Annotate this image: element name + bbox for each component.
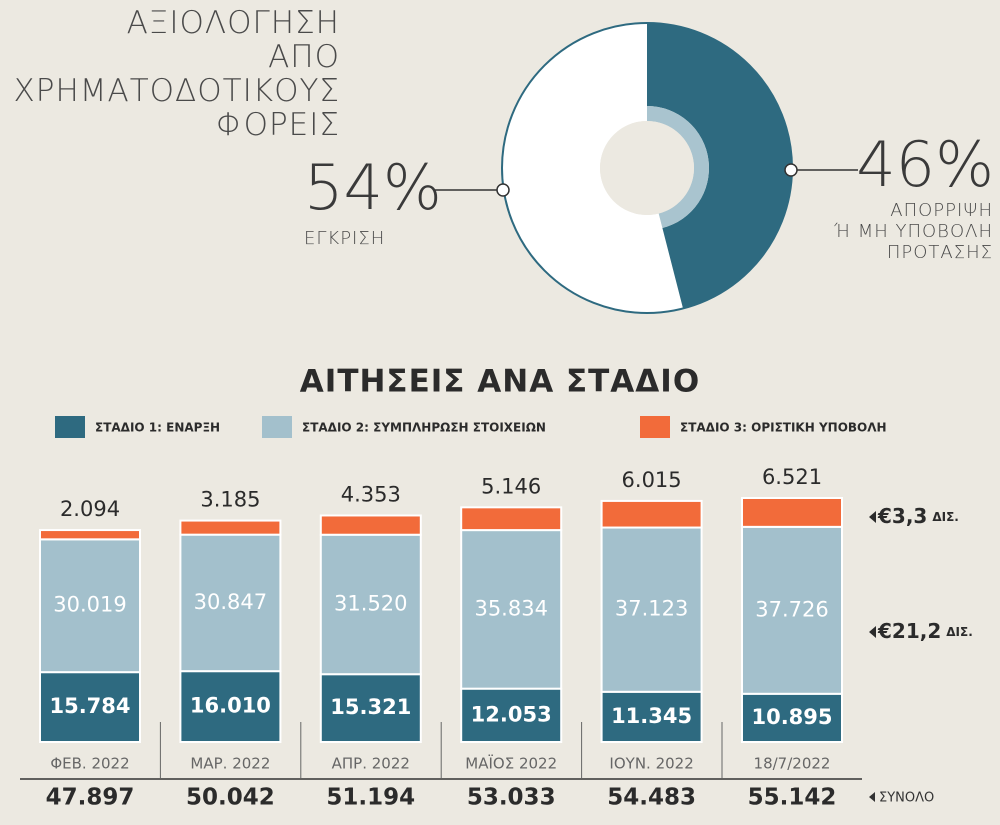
pie-hole — [600, 121, 694, 215]
x-tick-label: ΑΠΡ. 2022 — [332, 755, 410, 773]
bar-segment — [39, 529, 141, 541]
pie-value-label: 54% — [304, 151, 442, 224]
bar-segment — [741, 692, 843, 743]
annotation-unit: ΔΙΣ. — [932, 510, 959, 524]
value-label: 10.895 — [751, 705, 832, 729]
bar-segment — [179, 519, 282, 536]
value-label: 37.726 — [755, 597, 828, 621]
pie-slice — [502, 23, 684, 313]
value-label: 5.146 — [481, 474, 541, 498]
bar-segment — [179, 670, 282, 744]
value-label: 4.353 — [341, 482, 401, 506]
x-tick-label: ΦΕΒ. 2022 — [50, 755, 129, 773]
value-label: 3.185 — [200, 488, 260, 512]
legend-swatch — [262, 416, 292, 438]
bar-segment — [600, 690, 703, 744]
bar-segment — [319, 514, 422, 536]
total-label: 51.194 — [326, 785, 415, 811]
x-tick-label: ΜΑΪΟΣ 2022 — [465, 754, 557, 773]
pie-title: ΑΞΙΟΛΟΓΗΣΗ ΑΠΟ ΧΡΗΜΑΤΟΔΟΤΙΚΟΥΣ ΦΟΡΕΙΣ — [13, 5, 340, 143]
x-tick-label: 18/7/2022 — [754, 755, 831, 773]
value-label: 6.521 — [762, 465, 822, 489]
pie-category-label: ΕΓΚΡΙΣΗ — [304, 228, 386, 249]
annotation: €21,2 ΔΙΣ. — [877, 619, 973, 643]
total-label: 50.042 — [186, 785, 275, 811]
legend-label: ΣΤΑΔΙΟ 2: ΣΥΜΠΛΗΡΩΣΗ ΣΤΟΙΧΕΙΩΝ — [302, 421, 546, 435]
bar-segment — [600, 499, 703, 529]
value-label: 11.345 — [611, 704, 692, 728]
value-label: 15.321 — [330, 695, 411, 719]
legend-swatch — [640, 416, 670, 438]
pie-value-label: 46% — [856, 128, 994, 201]
x-tick-label: ΙΟΥΝ. 2022 — [609, 755, 693, 773]
inner-ring — [647, 106, 709, 229]
annotation: €3,3 ΔΙΣ. — [877, 504, 959, 528]
bar-segment — [741, 525, 843, 695]
legend-label: ΣΤΑΔΙΟ 3: ΟΡΙΣΤΙΚΗ ΥΠΟΒΟΛΗ — [680, 421, 887, 435]
value-label: 12.053 — [471, 702, 552, 726]
annotation-amount: €3,3 — [877, 504, 927, 528]
bar-segment — [179, 533, 282, 673]
total-label: 47.897 — [46, 785, 135, 811]
bar-segment — [460, 506, 563, 532]
total-label: 55.142 — [748, 785, 837, 811]
pie-slice — [647, 23, 792, 309]
bar-segment — [319, 673, 422, 743]
value-label: 35.834 — [474, 596, 547, 620]
bar-segment — [460, 529, 563, 690]
annotation-unit: ΔΙΣ. — [946, 625, 973, 639]
value-label: 30.019 — [53, 593, 126, 617]
value-label: 16.010 — [190, 694, 271, 718]
arrow-icon — [869, 511, 876, 523]
value-label: 2.094 — [60, 497, 120, 521]
leader-dot — [496, 183, 510, 197]
x-tick-label: ΜΑΡ. 2022 — [190, 755, 270, 773]
value-label: 37.123 — [615, 597, 688, 621]
total-label: 53.033 — [467, 785, 556, 811]
arrow-icon — [869, 626, 876, 638]
bar-segment — [319, 533, 422, 676]
value-label: 31.520 — [334, 591, 407, 615]
arrow-icon — [869, 792, 875, 802]
total-label: 54.483 — [607, 785, 696, 811]
chart-title: ΑΙΤΗΣΕΙΣ ΑΝΑ ΣΤΑΔΙΟ — [300, 364, 700, 400]
pie-category-label: ΑΠΟΡΡΙΨΗ Ή ΜΗ ΥΠΟΒΟΛΗ ΠΡΟΤΑΣΗΣ — [834, 200, 993, 263]
bar-segment — [741, 497, 843, 528]
value-label: 30.847 — [194, 590, 267, 614]
value-label: 15.784 — [49, 694, 130, 718]
bar-segment — [39, 538, 141, 674]
legend-swatch — [55, 416, 85, 438]
leader-dot — [784, 163, 798, 177]
legend-label: ΣΤΑΔΙΟ 1: ΕΝΑΡΞΗ — [95, 421, 220, 435]
bar-segment — [39, 671, 141, 743]
annotation-amount: €21,2 — [877, 619, 941, 643]
value-label: 6.015 — [622, 468, 682, 492]
totals-label: ΣΥΝΟΛΟ — [879, 791, 934, 806]
